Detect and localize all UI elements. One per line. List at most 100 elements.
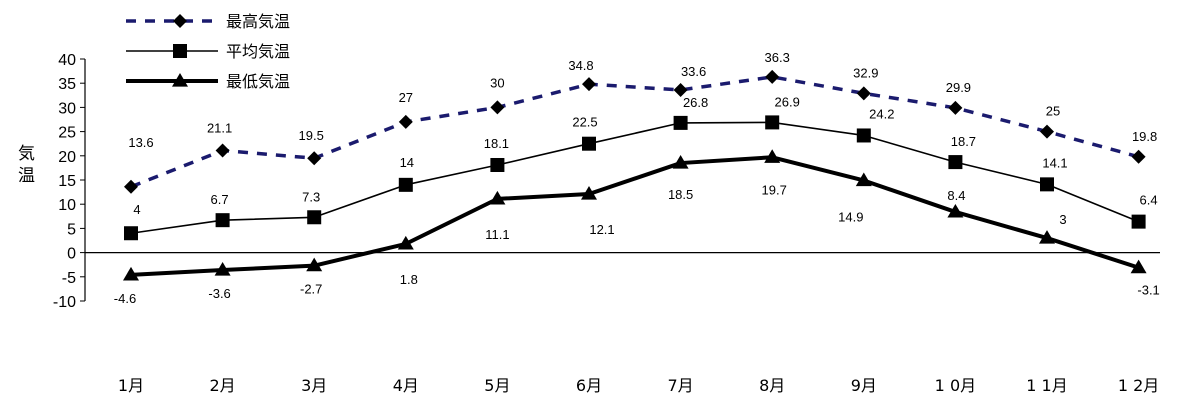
data-point-avg (490, 157, 505, 172)
legend-marker-avg (173, 44, 187, 58)
legend-marker-max (173, 14, 187, 28)
data-label-min: 14.9 (838, 209, 863, 224)
y-tick-label: 15 (58, 173, 76, 190)
data-label-avg: 26.9 (775, 94, 800, 109)
data-point-min (581, 186, 597, 200)
data-label-avg: 6.4 (1140, 193, 1158, 208)
data-label-max: 34.8 (568, 58, 593, 73)
data-point-max (765, 69, 780, 84)
data-label-min: 8.4 (947, 188, 965, 203)
data-point-avg (1040, 177, 1054, 192)
data-label-min: 1.8 (400, 272, 418, 287)
x-tick-label: 6月 (576, 376, 602, 395)
y-tick-label: 30 (58, 100, 76, 117)
data-label-avg: 14 (400, 155, 414, 170)
data-label-avg: 7.3 (302, 189, 320, 204)
data-label-max: 36.3 (765, 50, 790, 65)
data-point-max (948, 100, 963, 115)
data-point-max (307, 151, 322, 166)
series-min: -4.6 -3.6 -2.7 1.8 11.1 12.1 18.5 19.7 14.9 8.4 3 -… (114, 149, 1160, 306)
data-label-avg: 18.7 (951, 134, 976, 149)
x-tick-label: 3月 (301, 376, 327, 395)
y-tick-label: 5 (67, 221, 76, 238)
x-tick-label: 1 0月 (935, 376, 976, 395)
data-point-max (1040, 124, 1054, 139)
data-point-min (489, 190, 506, 205)
data-point-max (124, 179, 138, 194)
data-point-max (582, 77, 596, 92)
y-tick-label: 25 (58, 125, 76, 142)
legend-label-max: 最高気温 (226, 12, 290, 31)
data-point-avg (673, 115, 688, 130)
data-point-avg (398, 177, 413, 192)
data-point-min (214, 262, 231, 276)
data-point-max (673, 82, 688, 97)
data-point-avg (215, 213, 230, 228)
data-label-min: 3 (1059, 212, 1066, 227)
data-point-avg (582, 136, 596, 151)
data-point-min (855, 172, 872, 187)
data-label-avg: 6.7 (211, 192, 229, 207)
data-point-max (215, 143, 230, 158)
x-tick-label: 1月 (118, 376, 144, 395)
data-label-max: 27 (399, 90, 413, 105)
data-label-max: 29.9 (946, 80, 971, 95)
data-label-max: 21.1 (207, 120, 232, 135)
data-point-min (672, 155, 689, 169)
legend-item-avg: 平均気温 (126, 42, 290, 61)
series-line-max (130, 75, 1140, 189)
data-label-avg: 18.1 (484, 136, 509, 151)
data-label-max: 19.5 (299, 128, 324, 143)
data-label-min: -3.1 (1137, 283, 1159, 298)
legend-item-min: 最低気温 (126, 72, 290, 91)
y-tick-label: 35 (58, 76, 76, 93)
data-point-min (306, 257, 323, 272)
y-tick-label: -5 (62, 270, 76, 287)
data-label-min: -4.6 (114, 291, 136, 306)
x-tick-label: 2月 (210, 376, 236, 395)
series-avg: 4 6.7 7.3 14 18.1 22.5 26.8 26.9 24.2 18.7 14.1 6.4 (124, 94, 1158, 241)
data-label-max: 13.6 (128, 135, 153, 150)
y-tick-label: 10 (58, 197, 76, 214)
data-label-max: 30 (490, 75, 504, 90)
data-point-min (1039, 230, 1055, 244)
series-line-avg (130, 121, 1139, 235)
x-tick-label: 8月 (759, 376, 785, 395)
data-point-avg (124, 226, 138, 241)
data-label-min: 18.5 (668, 187, 693, 202)
data-label-min: -3.6 (208, 286, 230, 301)
x-tick-label: 5月 (484, 376, 510, 395)
data-point-avg (1131, 214, 1146, 229)
data-label-min: 19.7 (762, 182, 787, 197)
x-tick-label: 1 1月 (1026, 376, 1067, 395)
x-tick-label: 1 2月 (1118, 376, 1159, 395)
x-tick-label: 4月 (393, 376, 419, 395)
data-label-avg: 24.2 (869, 106, 894, 121)
data-label-min: 12.1 (589, 222, 614, 237)
data-label-avg: 22.5 (572, 115, 597, 130)
data-label-avg: 26.8 (683, 95, 708, 110)
legend-label-avg: 平均気温 (226, 42, 290, 61)
x-tick-label: 7月 (668, 376, 694, 395)
data-point-min (947, 203, 964, 218)
x-tick-label: 9月 (851, 376, 877, 395)
y-tick-label: -10 (53, 294, 76, 311)
data-label-avg: 14.1 (1042, 155, 1067, 170)
data-label-min: 11.1 (485, 227, 509, 242)
legend-label-min: 最低気温 (226, 72, 290, 91)
data-label-avg: 4 (133, 202, 140, 217)
data-point-avg (765, 115, 780, 130)
data-point-avg (856, 128, 871, 143)
data-point-max (490, 100, 505, 115)
data-point-avg (948, 155, 963, 170)
data-point-min (397, 235, 414, 250)
data-point-max (856, 86, 871, 101)
data-point-avg (307, 210, 322, 225)
data-point-max (398, 114, 413, 129)
y-tick-label: 20 (58, 149, 76, 166)
legend-marker-min (172, 73, 188, 87)
series-max: 13.6 21.1 19.5 27 30 34.8 33.6 36.3 32.9 29.9 25 19… (124, 50, 1157, 194)
legend-item-max: 最高気温 (126, 12, 290, 31)
